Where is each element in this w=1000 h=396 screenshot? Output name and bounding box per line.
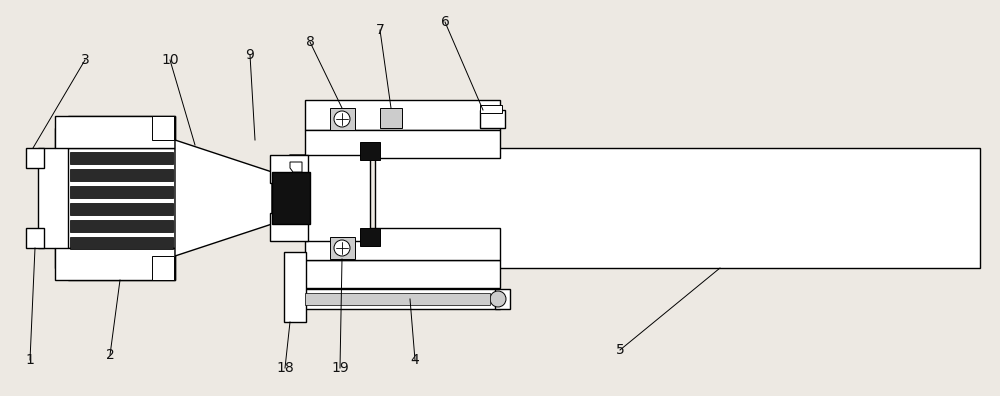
Bar bbox=[480, 105, 502, 113]
Bar bbox=[360, 142, 380, 160]
Text: 8: 8 bbox=[306, 35, 314, 49]
Bar bbox=[305, 155, 370, 241]
Bar bbox=[152, 116, 174, 140]
Bar bbox=[70, 203, 173, 215]
Bar bbox=[330, 237, 355, 259]
Text: 10: 10 bbox=[161, 53, 179, 67]
Bar bbox=[495, 289, 510, 309]
Text: 2: 2 bbox=[106, 348, 114, 362]
Text: 4: 4 bbox=[411, 353, 419, 367]
Bar bbox=[26, 228, 44, 248]
Circle shape bbox=[334, 240, 350, 256]
Bar bbox=[55, 116, 175, 148]
Bar bbox=[270, 213, 308, 241]
Bar bbox=[26, 148, 44, 168]
Text: 1: 1 bbox=[26, 353, 34, 367]
Circle shape bbox=[334, 111, 350, 127]
Bar bbox=[305, 100, 500, 130]
Text: 3: 3 bbox=[81, 53, 89, 67]
Polygon shape bbox=[285, 155, 305, 185]
Bar bbox=[380, 108, 402, 128]
Bar bbox=[68, 148, 175, 248]
Bar bbox=[305, 289, 500, 309]
Bar bbox=[70, 169, 173, 181]
Bar bbox=[330, 108, 355, 130]
Polygon shape bbox=[175, 140, 272, 256]
Bar bbox=[70, 237, 173, 249]
Bar bbox=[375, 148, 980, 268]
Polygon shape bbox=[285, 211, 305, 241]
Text: 9: 9 bbox=[246, 48, 254, 62]
Bar bbox=[70, 186, 173, 198]
Bar bbox=[305, 130, 500, 158]
Text: 19: 19 bbox=[331, 361, 349, 375]
Bar bbox=[360, 228, 380, 246]
Bar bbox=[480, 110, 505, 128]
Bar bbox=[305, 228, 500, 260]
Text: 5: 5 bbox=[616, 343, 624, 357]
Text: 18: 18 bbox=[276, 361, 294, 375]
Bar bbox=[270, 155, 308, 183]
Bar bbox=[305, 293, 490, 305]
Polygon shape bbox=[38, 116, 175, 280]
Text: 6: 6 bbox=[441, 15, 449, 29]
Polygon shape bbox=[290, 162, 302, 172]
Bar bbox=[284, 252, 306, 322]
Text: 7: 7 bbox=[376, 23, 384, 37]
Bar bbox=[70, 152, 173, 164]
Circle shape bbox=[490, 291, 506, 307]
Bar bbox=[272, 172, 310, 224]
Bar bbox=[55, 248, 175, 280]
Bar bbox=[152, 256, 174, 280]
Bar bbox=[305, 260, 500, 288]
Bar bbox=[70, 220, 173, 232]
